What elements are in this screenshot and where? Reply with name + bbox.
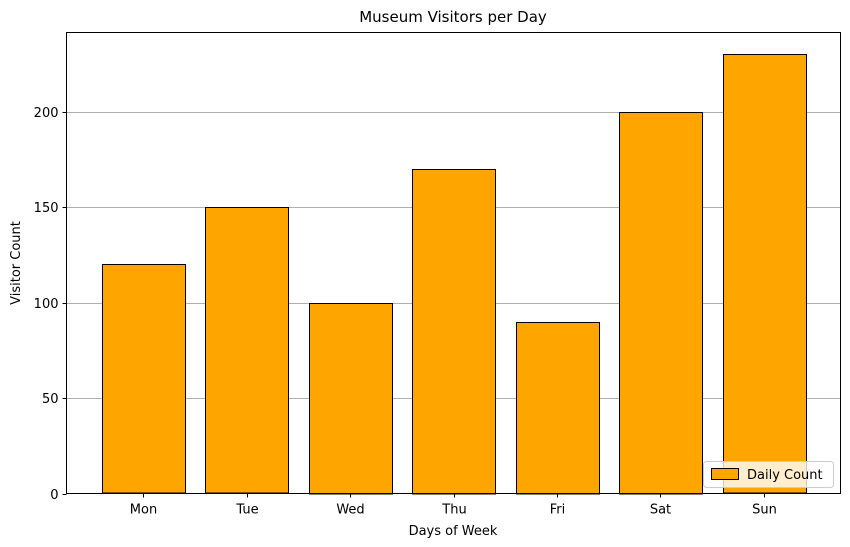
x-tick-label: Sat	[650, 503, 671, 518]
y-tick-label: 50	[42, 392, 59, 407]
x-tick-label: Sun	[752, 503, 777, 518]
chart-title: Museum Visitors per Day	[359, 8, 547, 26]
y-axis-label: Visitor Count	[9, 221, 24, 305]
x-tick-label: Fri	[550, 503, 566, 518]
x-axis-ticks: Mon Tue Wed Thu Fri Sat Sun	[130, 493, 777, 518]
bar	[723, 54, 807, 494]
x-tick-label: Wed	[336, 503, 364, 518]
y-tick-label: 100	[34, 297, 59, 312]
bar	[309, 303, 393, 495]
legend-label: Daily Count	[747, 468, 823, 483]
x-tick-label: Tue	[235, 503, 258, 518]
legend-swatch	[711, 468, 739, 480]
y-tick-label: 150	[34, 201, 59, 216]
y-tick-label: 200	[34, 106, 59, 121]
y-tick-label: 0	[50, 488, 58, 503]
bars	[102, 54, 807, 495]
plot-frame	[66, 32, 841, 494]
bar	[205, 207, 289, 494]
legend: Daily Count	[703, 461, 834, 488]
x-tick-label: Thu	[441, 503, 466, 518]
x-tick-label: Mon	[130, 503, 157, 518]
bar	[516, 322, 600, 495]
bar	[412, 169, 496, 495]
bar	[619, 112, 703, 495]
y-axis-ticks: 0 50 100 150 200	[34, 106, 67, 503]
bar	[102, 264, 186, 494]
x-axis-label: Days of Week	[409, 524, 498, 539]
